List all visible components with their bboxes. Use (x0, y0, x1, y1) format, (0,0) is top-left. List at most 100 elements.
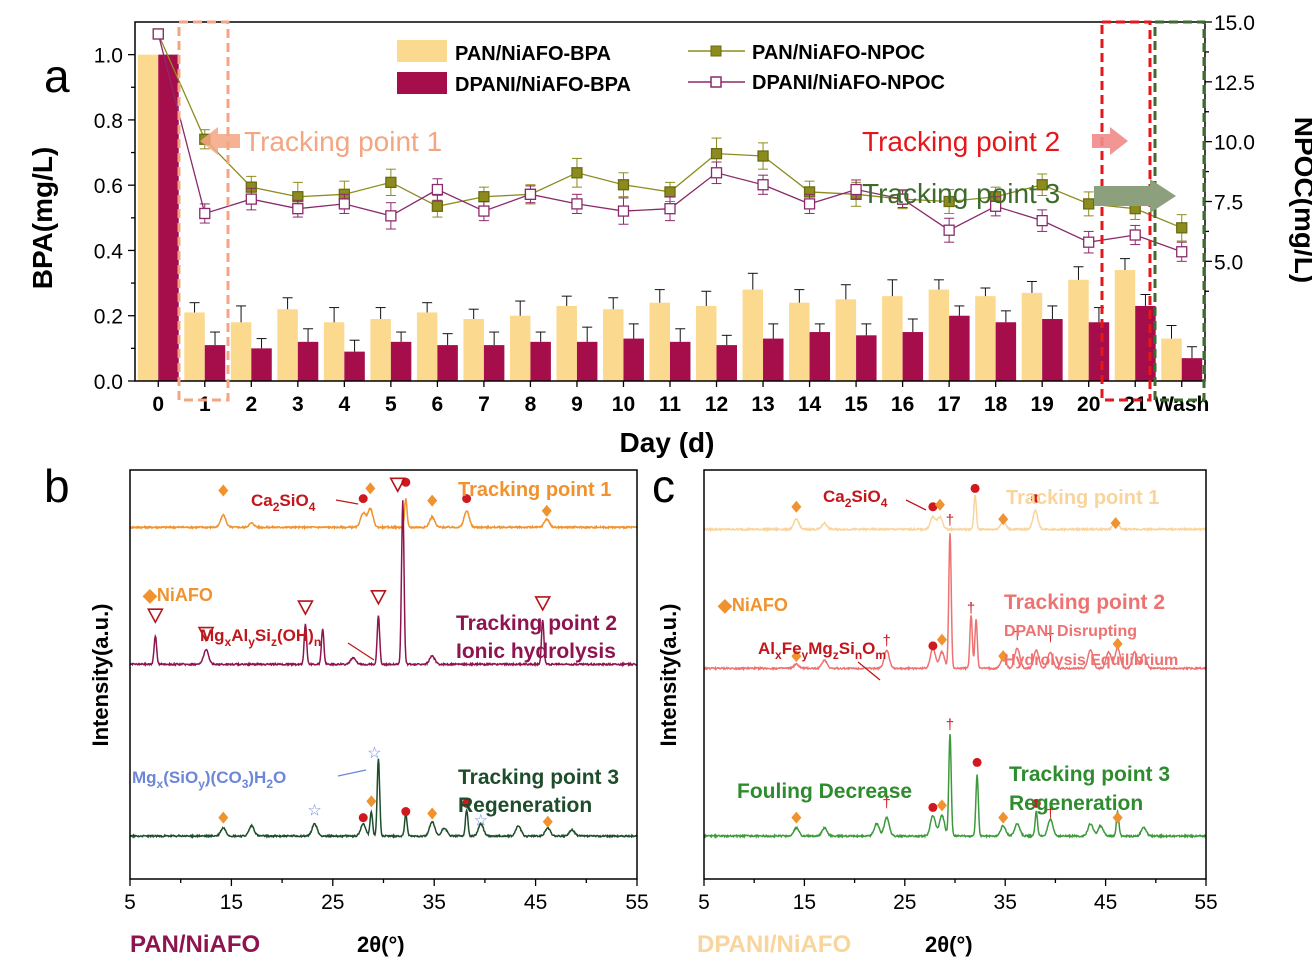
triangle-marker (297, 600, 314, 616)
ca2sio4-circle-marker (1030, 494, 1040, 504)
tracking-point-2-label: Tracking point 2 (862, 126, 1060, 157)
niafo-diamond-marker (934, 498, 945, 511)
point-pan-npoc-7 (478, 191, 490, 203)
point-dpani-npoc-9 (571, 198, 583, 210)
bar-dpani-20 (1088, 322, 1110, 381)
bar-pan-14 (789, 302, 810, 381)
bar-dpani-17 (949, 315, 970, 381)
bar-dpani-4 (344, 351, 365, 381)
x-tick-label: 5 (698, 891, 710, 914)
point-dpani-npoc-7 (478, 205, 490, 217)
star-marker: ☆ (367, 745, 381, 762)
niafo-diamond-marker (427, 807, 438, 820)
triangle-marker (147, 608, 164, 624)
panel-b-chart: b Intensity(a.u.) ☆ ☆ ☆ 5 15 25 35 45 55 Tracki… (44, 460, 649, 958)
legend-marker-pan-npoc (710, 45, 722, 57)
ca2sio4-circle-marker (462, 798, 472, 808)
panel-c-tp3-label: Tracking point 3 (1009, 763, 1170, 786)
niafo-diamond-marker (936, 633, 947, 646)
panel-a-x-axis-label: Day (d) (620, 427, 715, 458)
panel-b-mgxal-arrow (347, 642, 375, 661)
y-tick-label: 0.8 (94, 110, 123, 133)
panel-b-tp3-label: Tracking point 3 (458, 766, 619, 789)
niafo-diamond-marker (365, 482, 376, 495)
panel-c-tp3-sub: Regeneration (1009, 792, 1143, 815)
panel-c-footer: DPANI/NiAFO (697, 931, 851, 958)
x-tick-label: 2 (245, 393, 257, 416)
point-pan-npoc-Wash (1176, 222, 1188, 234)
bar-pan-11 (649, 302, 670, 381)
bar-dpani-2 (251, 348, 272, 381)
x-tick-label: 13 (751, 393, 774, 416)
y2-tick-label: 7.5 (1214, 192, 1243, 215)
panel-c-tp1-label: Tracking point 1 (1006, 487, 1159, 509)
point-dpani-npoc-21 (1129, 229, 1141, 241)
panel-b-tp1-label: Tracking point 1 (458, 479, 611, 501)
panel-c-fouling-label: Fouling Decrease (737, 780, 912, 803)
point-pan-npoc-5 (385, 176, 397, 189)
point-dpani-npoc-Wash (1176, 246, 1188, 258)
ca2sio4-circle-marker (972, 757, 982, 767)
bar-pan-15 (835, 299, 857, 381)
tracking-point-3-arrow (1094, 179, 1176, 213)
point-dpani-npoc-3 (292, 203, 304, 215)
bar-pan-12 (696, 305, 717, 381)
tracking-point-2-box (1100, 20, 1152, 402)
dagger-marker: † (946, 717, 954, 734)
ca2sio4-circle-marker (358, 494, 368, 504)
x-tick-label: 4 (339, 393, 351, 416)
panel-b-ca2sio4-label: Ca2SiO4 (251, 491, 316, 514)
bar-pan-20 (1068, 279, 1089, 381)
panel-c-x-axis-label: 2θ(°) (925, 932, 973, 957)
point-pan-npoc-6 (431, 200, 444, 212)
niafo-diamond-marker (1112, 637, 1123, 650)
x-tick-label: 16 (891, 393, 914, 416)
dagger-marker: † (946, 512, 954, 529)
dagger-marker: † (1046, 805, 1054, 822)
x-tick-label: 35 (994, 891, 1017, 914)
panel-c-tp2-sub1: DPANI Disrupting (1004, 623, 1137, 640)
niafo-diamond-marker (791, 811, 802, 824)
panel-c-tp2-label: Tracking point 2 (1004, 591, 1165, 614)
x-tick-label: 0 (152, 393, 164, 416)
x-tick-label: 45 (1094, 891, 1117, 914)
bar-pan-7 (463, 318, 484, 381)
x-tick-label: 8 (525, 393, 537, 416)
panel-b-mgxal-label: MgxAlySiz(OH)n (200, 626, 321, 649)
bar-pan-19 (1021, 292, 1043, 381)
point-dpani-npoc-18 (990, 200, 1002, 212)
bar-pan-9 (556, 305, 577, 381)
panel-c-tp2-sub2: Hydrolysis Equilibrium (1004, 652, 1178, 669)
panel-b-label: b (44, 460, 70, 512)
dagger-marker: † (967, 600, 975, 617)
bar-dpani-9 (576, 341, 598, 381)
bar-dpani-3 (297, 341, 319, 381)
bar-dpani-Wash (1181, 358, 1203, 381)
panel-c-ca2sio4-arrow (905, 499, 927, 511)
xrd-frame (703, 469, 1207, 880)
bar-pan-16 (882, 296, 903, 381)
tracking-point-2-arrow (1092, 127, 1128, 155)
triangle-marker (534, 596, 552, 612)
point-dpani-npoc-2 (245, 193, 257, 205)
legend-marker-dpani-npoc (710, 76, 722, 88)
bar-pan-6 (416, 312, 438, 381)
bar-pan-10 (603, 309, 624, 381)
triangle-marker (370, 589, 387, 606)
ca2sio4-circle-marker (970, 483, 980, 493)
point-pan-npoc-13 (757, 150, 769, 162)
bar-pan-2 (230, 322, 252, 381)
bar-dpani-12 (716, 345, 737, 381)
ca2sio4-circle-marker (928, 802, 938, 812)
point-pan-npoc-12 (710, 147, 723, 160)
ca2sio4-circle-marker (358, 813, 368, 823)
x-tick-label: 10 (612, 393, 635, 416)
legend-swatch-dpani-bpa (397, 72, 447, 94)
dagger-marker: † (1013, 627, 1021, 644)
x-tick-label: 21 (1124, 393, 1148, 416)
bar-dpani-6 (437, 345, 458, 381)
niafo-diamond-marker (936, 799, 947, 812)
panel-c-label: c (652, 460, 675, 512)
niafo-diamond-marker (541, 504, 552, 517)
niafo-diamond-marker (218, 811, 229, 824)
